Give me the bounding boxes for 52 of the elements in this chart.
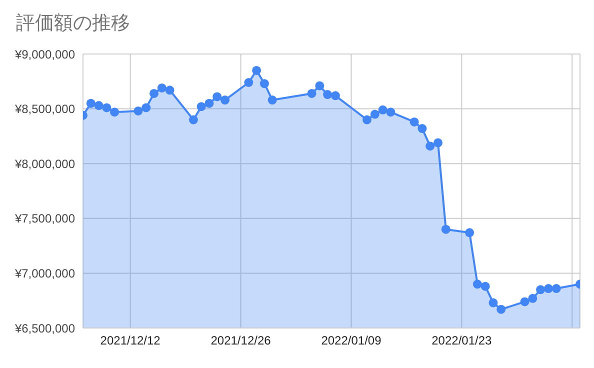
point (418, 124, 427, 134)
point (434, 138, 442, 148)
point (552, 284, 561, 294)
point (536, 285, 546, 294)
point (480, 282, 490, 291)
point (496, 304, 506, 314)
point (307, 88, 316, 98)
y-tick-label: ¥8,000,000 (14, 156, 76, 171)
point (142, 103, 151, 112)
point (165, 86, 174, 95)
x-tick-label: 2021/12/12 (100, 334, 161, 348)
point (386, 108, 396, 117)
point (315, 81, 324, 90)
point (520, 297, 530, 306)
chart-title: 評価額の推移 (16, 12, 130, 36)
y-tick-label: ¥6,500,000 (14, 321, 76, 336)
point (370, 110, 380, 119)
point (134, 106, 143, 116)
point (150, 88, 158, 98)
point (212, 92, 222, 102)
point (86, 98, 96, 108)
point (196, 102, 206, 112)
point (110, 108, 120, 117)
point (528, 294, 538, 303)
y-tick-label: ¥7,000,000 (14, 266, 76, 280)
point (252, 66, 262, 75)
point (472, 280, 482, 289)
point (220, 96, 230, 105)
y-tick-label: ¥7,500,000 (14, 212, 76, 226)
point (544, 284, 553, 294)
point (157, 83, 166, 92)
point (260, 79, 269, 88)
point (204, 98, 214, 108)
y-tick-label: ¥8,500,000 (14, 102, 76, 116)
point (465, 228, 474, 238)
x-tick-label: 2022/01/09 (321, 334, 382, 348)
point (378, 105, 388, 114)
point (323, 90, 332, 100)
point (188, 115, 198, 124)
point (244, 78, 254, 87)
point (441, 224, 450, 234)
point (362, 115, 372, 124)
point (330, 91, 340, 100)
point (268, 96, 277, 105)
point (426, 142, 435, 151)
point (102, 103, 112, 112)
point (488, 298, 498, 308)
x-tick-label: 2021/12/26 (210, 334, 272, 348)
point (94, 101, 104, 110)
y-tick-label: ¥9,000,000 (14, 47, 76, 62)
x-tick-label: 2022/01/23 (432, 334, 492, 348)
point (410, 117, 419, 126)
